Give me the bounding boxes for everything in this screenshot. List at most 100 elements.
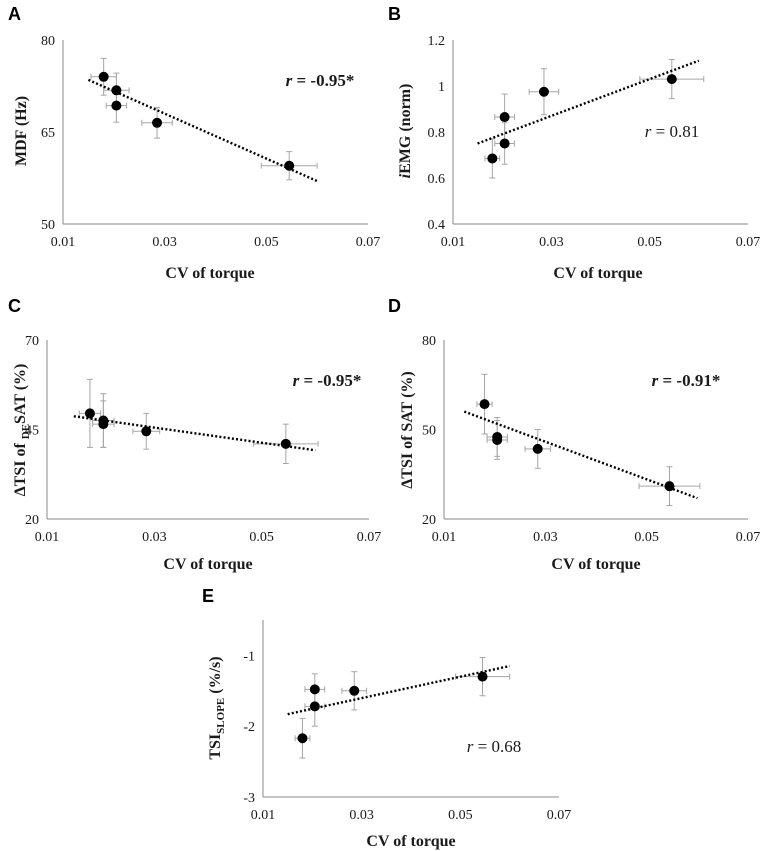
y-axis-label-italic: i <box>397 173 414 178</box>
x-tick-label: 0.03 <box>142 530 167 545</box>
annotation-r: r <box>467 737 474 756</box>
y-tick-label: 0.6 <box>428 172 446 187</box>
y-tick-label: 65 <box>41 126 55 141</box>
x-axis-label: CV of torque <box>165 265 254 282</box>
y-axis-label: ΔTSI of SAT (%) <box>399 371 416 488</box>
panel-a: A 0.01 0.03 0.05 0.07 50 65 80 CV of torque MDF (… <box>8 4 380 282</box>
y-axis-label: ΔTSI of DESAT (%) <box>12 364 32 497</box>
annotation-r: r <box>293 371 300 390</box>
data-point <box>280 438 291 449</box>
x-tick-label: 0.05 <box>249 530 274 545</box>
x-tick-label: 0.05 <box>254 235 279 250</box>
data-point <box>492 434 503 445</box>
x-tick-label: 0.07 <box>356 235 381 250</box>
y-axis-label-pre: ΔTSI of <box>12 439 29 496</box>
x-tick-label: 0.01 <box>251 808 276 823</box>
x-tick-label: 0.05 <box>634 530 659 545</box>
y-tick-label: 1 <box>438 80 445 95</box>
y-axis-label-sub: DE <box>20 424 32 439</box>
data-point <box>111 100 122 111</box>
trend-line <box>463 410 698 500</box>
data-point <box>499 138 510 149</box>
x-tick-label: 0.01 <box>51 235 76 250</box>
data-point <box>98 71 109 82</box>
x-tick-label: 0.05 <box>448 808 473 823</box>
x-tick-label: 0.03 <box>533 530 558 545</box>
y-tick-label: 80 <box>422 334 436 349</box>
y-tick-label: 80 <box>41 34 55 49</box>
y-axis-label-rest: EMG (norm) <box>397 84 414 174</box>
x-tick-label: 0.01 <box>432 530 457 545</box>
panel-b: B 0.01 0.03 0.05 0.07 0.4 0.6 0.8 1 1.2 CV of torq… <box>388 4 760 282</box>
annotation-r: r <box>645 122 652 141</box>
panel-letter: E <box>202 586 214 606</box>
x-tick-label: 0.03 <box>349 808 374 823</box>
annotation-value: = 0.81 <box>651 122 699 141</box>
x-tick-label: 0.05 <box>637 235 662 250</box>
data-point <box>141 426 152 437</box>
data-point <box>666 74 677 85</box>
y-axis-label-post: (%/s) <box>207 656 224 697</box>
panel-e: E 0.01 0.03 0.05 0.07 -3 -2 -1 CV of torque TSISL… <box>202 586 571 850</box>
y-tick-label: 45 <box>25 424 39 439</box>
data-point <box>111 85 122 96</box>
panel-letter: A <box>8 4 21 24</box>
panel-letter: D <box>388 296 401 316</box>
data-point <box>487 153 498 164</box>
data-point <box>309 684 320 695</box>
y-tick-label: -3 <box>243 791 255 806</box>
trend-line <box>477 59 700 145</box>
x-axis-label: CV of torque <box>366 833 455 850</box>
data-point <box>479 399 490 410</box>
y-tick-label: 70 <box>25 334 39 349</box>
data-point <box>349 685 360 696</box>
x-tick-label: 0.03 <box>539 235 564 250</box>
y-tick-label: 0.4 <box>428 218 446 233</box>
annotation-r: r <box>286 71 293 90</box>
data-point <box>284 160 295 171</box>
panel-letter: C <box>8 296 21 316</box>
y-axis-label: TSISLOPE (%/s) <box>207 656 227 759</box>
data-point <box>297 733 308 744</box>
x-tick-label: 0.01 <box>441 235 466 250</box>
x-axis-label: CV of torque <box>551 556 640 573</box>
trend-line <box>287 664 510 716</box>
y-axis-label-post: SAT (%) <box>12 364 29 424</box>
y-tick-label: 0.8 <box>428 126 446 141</box>
data-point <box>309 701 320 712</box>
y-tick-label: -2 <box>243 720 255 735</box>
y-tick-label: 50 <box>41 218 55 233</box>
data-point <box>538 86 549 97</box>
y-tick-label: 50 <box>422 424 436 439</box>
y-tick-label: -1 <box>243 649 255 664</box>
annotation-r: r <box>652 371 659 390</box>
annotation-value: = -0.91* <box>658 371 720 390</box>
data-point <box>664 481 675 492</box>
y-axis-label: iEMG (norm) <box>397 84 414 179</box>
panel-c: C 0.01 0.03 0.05 0.07 20 45 70 CV of torque ΔTSI … <box>8 296 381 573</box>
correlation-annotation: r = 0.81 <box>645 122 699 141</box>
x-tick-label: 0.07 <box>547 808 572 823</box>
x-tick-label: 0.07 <box>736 235 761 250</box>
x-axis-label: CV of torque <box>163 556 252 573</box>
data-point <box>477 671 488 682</box>
panel-letter: B <box>388 4 401 24</box>
y-axis-label: MDF (Hz) <box>13 96 30 166</box>
panel-d: D 0.01 0.03 0.05 0.07 20 50 80 CV of torque ΔTSI … <box>388 296 760 573</box>
x-tick-label: 0.07 <box>357 530 382 545</box>
y-axis-label-sub: SLOPE <box>215 698 227 734</box>
correlation-annotation: r = -0.95* <box>293 371 362 390</box>
trend-line <box>73 415 316 452</box>
data-point <box>84 408 95 419</box>
correlation-annotation: r = 0.68 <box>467 737 521 756</box>
y-axis-label-pre: TSI <box>207 734 224 760</box>
x-tick-label: 0.03 <box>152 235 177 250</box>
annotation-value: = -0.95* <box>299 371 361 390</box>
y-tick-label: 20 <box>25 513 39 528</box>
x-tick-label: 0.07 <box>736 530 761 545</box>
data-point <box>152 117 163 128</box>
data-point <box>499 112 510 123</box>
correlation-annotation: r = -0.95* <box>286 71 355 90</box>
annotation-value: = 0.68 <box>473 737 521 756</box>
